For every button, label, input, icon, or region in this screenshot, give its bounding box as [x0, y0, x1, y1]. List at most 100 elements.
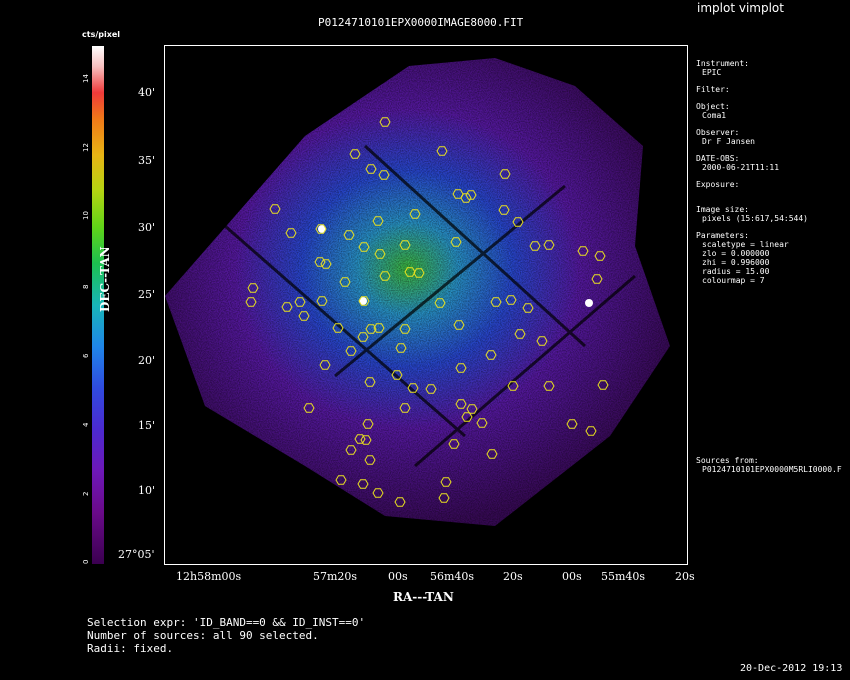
source-marker[interactable] — [434, 298, 446, 308]
source-marker[interactable] — [315, 224, 327, 234]
detector-mosaic-noise — [165, 58, 670, 526]
source-marker[interactable] — [372, 488, 384, 498]
source-marker[interactable] — [490, 297, 502, 307]
source-marker[interactable] — [455, 363, 467, 373]
source-marker[interactable] — [461, 412, 473, 422]
source-marker[interactable] — [378, 170, 390, 180]
source-marker[interactable] — [448, 439, 460, 449]
source-marker[interactable] — [281, 302, 293, 312]
colorbar — [92, 46, 104, 564]
source-marker[interactable] — [409, 209, 421, 219]
x-tick-label: 20s — [503, 570, 523, 583]
source-marker[interactable] — [379, 271, 391, 281]
source-marker[interactable] — [391, 370, 403, 380]
source-marker[interactable] — [247, 283, 259, 293]
y-tick-label: 35' — [138, 154, 156, 167]
source-marker[interactable] — [466, 404, 478, 414]
source-marker[interactable] — [364, 377, 376, 387]
parameters-label: Parameters: — [696, 231, 749, 240]
source-marker[interactable] — [365, 164, 377, 174]
image-size-value: pixels (15:617,54:544) — [702, 214, 808, 223]
source-marker[interactable] — [335, 475, 347, 485]
source-marker[interactable] — [372, 216, 384, 226]
source-marker[interactable] — [498, 205, 510, 215]
source-marker[interactable] — [316, 296, 328, 306]
param-line: radius = 15.00 — [702, 267, 770, 276]
source-marker[interactable] — [591, 274, 603, 284]
source-marker[interactable] — [522, 303, 534, 313]
source-marker[interactable] — [505, 295, 517, 305]
source-marker[interactable] — [438, 493, 450, 503]
source-marker[interactable] — [460, 193, 472, 203]
source-marker[interactable] — [499, 169, 511, 179]
source-marker[interactable] — [345, 445, 357, 455]
source-marker[interactable] — [358, 242, 370, 252]
source-marker[interactable] — [394, 497, 406, 507]
observer-value: Dr F Jansen — [702, 137, 755, 146]
exposure-label: Exposure: — [696, 180, 740, 189]
source-marker[interactable] — [332, 323, 344, 333]
source-marker[interactable] — [245, 297, 257, 307]
source-marker[interactable] — [343, 230, 355, 240]
source-marker[interactable] — [285, 228, 297, 238]
y-tick-label: 10' — [138, 484, 156, 497]
x-tick-label: 20s — [675, 570, 695, 583]
sources-label: Sources from: — [696, 456, 759, 465]
source-marker[interactable] — [485, 350, 497, 360]
source-marker[interactable] — [399, 324, 411, 334]
x-tick-label: 57m20s — [313, 570, 358, 583]
source-marker[interactable] — [399, 403, 411, 413]
source-marker[interactable] — [319, 360, 331, 370]
source-marker[interactable] — [597, 380, 609, 390]
source-marker[interactable] — [436, 146, 448, 156]
source-marker[interactable] — [379, 117, 391, 127]
source-marker[interactable] — [349, 149, 361, 159]
source-marker[interactable] — [543, 240, 555, 250]
source-marker[interactable] — [365, 324, 377, 334]
param-line: zlo = 0.000000 — [702, 249, 770, 258]
source-marker[interactable] — [514, 329, 526, 339]
source-marker[interactable] — [476, 418, 488, 428]
source-marker[interactable] — [566, 419, 578, 429]
source-marker[interactable] — [298, 311, 310, 321]
source-marker[interactable] — [440, 477, 452, 487]
source-marker[interactable] — [320, 259, 332, 269]
source-marker[interactable] — [585, 426, 597, 436]
colorbar-tick: 4 — [82, 422, 90, 427]
source-marker[interactable] — [358, 296, 370, 306]
source-marker[interactable] — [374, 249, 386, 259]
source-marker[interactable] — [404, 267, 416, 277]
source-marker[interactable] — [294, 297, 306, 307]
source-marker[interactable] — [455, 399, 467, 409]
source-marker[interactable] — [536, 336, 548, 346]
source-marker[interactable] — [465, 190, 477, 200]
source-marker[interactable] — [399, 240, 411, 250]
source-marker[interactable] — [413, 268, 425, 278]
source-marker[interactable] — [362, 419, 374, 429]
source-marker[interactable] — [425, 384, 437, 394]
param-line: scaletype = linear — [702, 240, 789, 249]
source-marker[interactable] — [360, 435, 372, 445]
source-marker[interactable] — [357, 479, 369, 489]
source-marker[interactable] — [452, 189, 464, 199]
source-marker[interactable] — [450, 237, 462, 247]
source-marker[interactable] — [529, 241, 541, 251]
source-marker[interactable] — [395, 343, 407, 353]
source-marker[interactable] — [357, 332, 369, 342]
source-marker[interactable] — [453, 320, 465, 330]
source-marker[interactable] — [373, 323, 385, 333]
source-marker[interactable] — [577, 246, 589, 256]
source-marker[interactable] — [269, 204, 281, 214]
source-marker[interactable] — [594, 251, 606, 261]
source-marker[interactable] — [303, 403, 315, 413]
image-plot[interactable] — [164, 45, 688, 565]
source-marker[interactable] — [486, 449, 498, 459]
source-marker[interactable] — [507, 381, 519, 391]
source-marker[interactable] — [512, 217, 524, 227]
source-marker[interactable] — [543, 381, 555, 391]
source-marker[interactable] — [339, 277, 351, 287]
image-size-label: Image size: — [696, 205, 749, 214]
source-marker[interactable] — [364, 455, 376, 465]
source-marker[interactable] — [407, 383, 419, 393]
source-marker[interactable] — [345, 346, 357, 356]
